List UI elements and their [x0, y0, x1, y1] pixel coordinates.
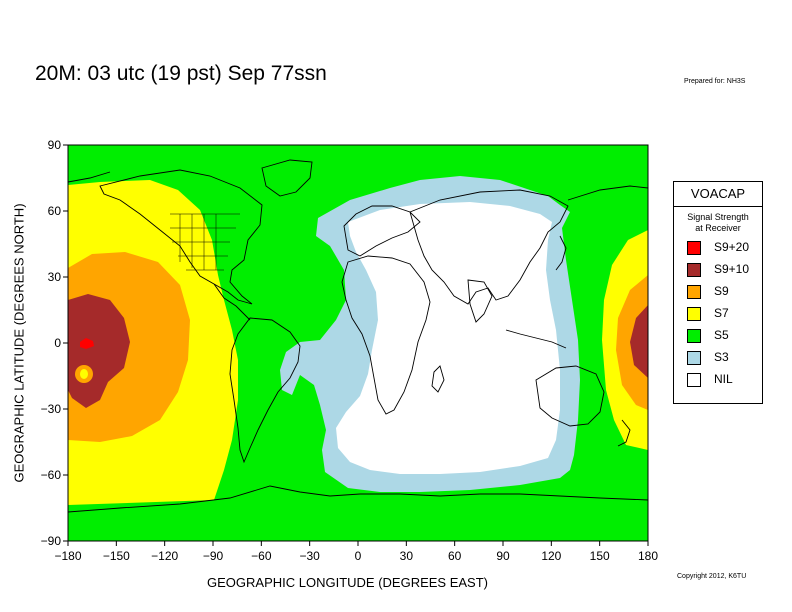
- y-axis: 90 60 30 0 −30 −60 −90: [41, 138, 68, 548]
- x-tick-label: 180: [638, 549, 658, 563]
- x-axis-label: GEOGRAPHIC LONGITUDE (DEGREES EAST): [207, 575, 488, 590]
- y-tick-label: −60: [41, 468, 62, 482]
- y-tick-label: 60: [48, 204, 62, 218]
- x-tick-label: −60: [251, 549, 272, 563]
- new-zealand-outline: [617, 419, 631, 447]
- x-tick-label: 120: [541, 549, 561, 563]
- legend-label: NIL: [714, 372, 733, 386]
- legend-subtitle-line2: at Receiver: [695, 223, 741, 233]
- nil-region: [336, 202, 560, 474]
- s9plus10-region-east: [630, 305, 648, 378]
- y-axis-label: GEOGRAPHIC LATITUDE (DEGREES NORTH): [11, 203, 27, 483]
- legend-label: S5: [714, 328, 729, 342]
- map-title: 20M: 03 utc (19 pst) Sep 77ssn: [35, 62, 327, 85]
- legend-item-s9plus10: S9+10: [674, 260, 762, 282]
- y-tick-label: 90: [48, 138, 62, 152]
- antarctica-outline: [68, 485, 648, 513]
- legend-swatch: [687, 241, 701, 255]
- australia-outline: [535, 365, 605, 427]
- legend-item-s9plus20: S9+20: [674, 238, 762, 260]
- legend-swatch: [687, 285, 701, 299]
- south-america-outline: [229, 317, 301, 464]
- x-tick-label: −120: [151, 549, 178, 563]
- legend-subtitle-line1: Signal Strength: [687, 212, 749, 222]
- s9plus20-spot: [80, 338, 94, 349]
- japan-outline: [555, 235, 567, 271]
- x-tick-label: 30: [400, 549, 414, 563]
- madagascar-outline: [431, 365, 445, 393]
- legend-label: S9: [714, 284, 729, 298]
- copyright-note: Copyright 2012, K6TU: [677, 573, 747, 580]
- legend-swatch: [687, 263, 701, 277]
- greenland-outline: [261, 159, 313, 197]
- india-outline: [467, 279, 493, 323]
- x-tick-label: −150: [103, 549, 130, 563]
- continent-outlines: [68, 159, 648, 513]
- coverage-layer: [68, 145, 648, 541]
- legend-swatch: [687, 351, 701, 365]
- x-tick-label: 90: [496, 549, 510, 563]
- x-tick-label: 60: [448, 549, 462, 563]
- state-boundaries: [170, 213, 240, 271]
- x-tick-label: −30: [299, 549, 320, 563]
- prepared-for-note: Prepared for: NH3S: [684, 78, 746, 85]
- legend-subtitle: Signal Strength at Receiver: [674, 212, 762, 234]
- s7-spot-core: [80, 369, 88, 379]
- legend-label: S9+20: [714, 240, 750, 254]
- y-tick-label: 0: [54, 336, 61, 350]
- legend-item-s3: S3: [674, 348, 762, 370]
- x-tick-label: −90: [203, 549, 224, 563]
- legend-swatch: [687, 373, 701, 387]
- y-tick-label: −90: [41, 534, 62, 548]
- x-tick-label: 0: [355, 549, 362, 563]
- legend-item-s5: S5: [674, 326, 762, 348]
- legend-swatch: [687, 329, 701, 343]
- x-tick-label: −180: [54, 549, 81, 563]
- central-america-outline: [213, 283, 251, 321]
- legend-swatch: [687, 307, 701, 321]
- x-axis: −180 −150 −120 −90 −60 −30 0 30 60 90 120 150 180: [54, 541, 658, 563]
- africa-outline: [341, 255, 431, 415]
- y-tick-label: −30: [41, 402, 62, 416]
- indonesia-outline: [505, 329, 567, 349]
- legend-label: S9+10: [714, 262, 750, 276]
- arctic-rim-outline: [68, 171, 648, 201]
- legend-title: VOACAP: [674, 182, 762, 207]
- legend-label: S3: [714, 350, 729, 364]
- asia-outline: [409, 189, 569, 305]
- legend: VOACAP Signal Strength at Receiver S9+20…: [673, 181, 763, 404]
- legend-item-s7: S7: [674, 304, 762, 326]
- north-america-outline: [99, 169, 263, 305]
- y-tick-label: 30: [48, 270, 62, 284]
- legend-item-s9: S9: [674, 282, 762, 304]
- x-tick-label: 150: [590, 549, 610, 563]
- legend-item-nil: NIL: [674, 370, 762, 392]
- legend-label: S7: [714, 306, 729, 320]
